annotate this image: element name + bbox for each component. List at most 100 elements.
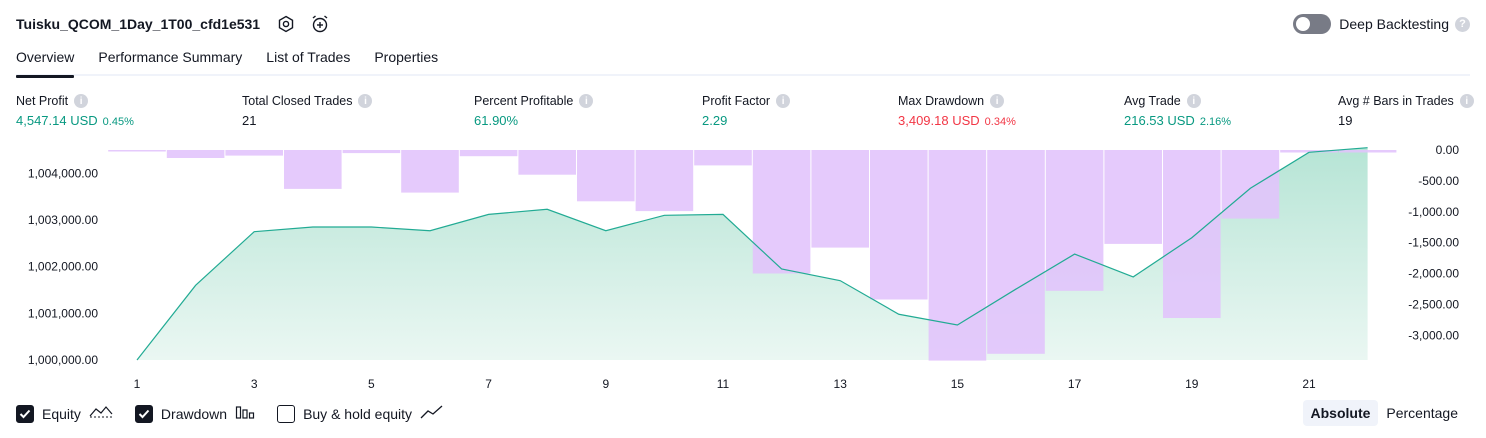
info-icon[interactable]: i <box>358 94 373 108</box>
drawdown-bar <box>694 150 752 166</box>
drawdown-bar <box>635 150 694 212</box>
left-axis-tick-label: 1,004,000.00 <box>28 166 98 180</box>
drawdown-bar <box>1221 150 1280 219</box>
metric-value: 21 <box>242 113 257 128</box>
drawdown-bar <box>1338 150 1397 153</box>
info-icon[interactable]: i <box>990 94 1005 108</box>
drawdown-bar <box>459 150 518 157</box>
info-icon[interactable]: i <box>1459 94 1474 108</box>
left-axis-tick-label: 1,001,000.00 <box>28 306 98 320</box>
metric-label: Percent Profitable <box>474 94 574 108</box>
drawdown-bar <box>870 150 928 300</box>
left-axis-tick-label: 1,003,000.00 <box>28 213 98 227</box>
strategy-header: Tuisku_QCOM_1Day_1T00_cfd1e531 Deep Back… <box>16 12 1470 36</box>
buy-hold-checkbox[interactable] <box>277 405 296 423</box>
tab-properties[interactable]: Properties <box>374 49 439 65</box>
info-icon[interactable]: i <box>579 94 594 108</box>
drawdown-bar <box>284 150 342 189</box>
right-axis-tick-label: -500.00 <box>1418 174 1459 188</box>
metric-net-profit: Net Profit i 4,547.14 USD 0.45% <box>16 94 134 128</box>
question-icon[interactable]: ? <box>1455 16 1470 32</box>
metric-profit-factor: Profit Factor i 2.29 <box>702 94 791 128</box>
gear-icon[interactable] <box>274 12 298 36</box>
info-icon[interactable]: i <box>1186 94 1201 108</box>
x-axis-tick-label: 9 <box>602 377 609 391</box>
equity-checkbox[interactable] <box>16 405 34 423</box>
right-axis-tick-label: 0.00 <box>1436 143 1460 157</box>
metric-label: Avg # Bars in Trades <box>1338 94 1454 108</box>
tab-performance-summary[interactable]: Performance Summary <box>98 49 243 65</box>
metric-percent: 2.16% <box>1199 116 1232 128</box>
metrics-row: Net Profit i 4,547.14 USD 0.45% Total Clos… <box>16 94 1474 134</box>
x-axis: 1 3 5 7 9 11 13 15 17 19 21 <box>134 377 1316 391</box>
absolute-button[interactable]: Absolute <box>1302 400 1379 426</box>
drawdown-bar <box>518 150 576 175</box>
metric-max-drawdown: Max Drawdown i 3,409.18 USD 0.34% <box>898 94 1016 128</box>
metric-value: 4,547.14 USD <box>16 113 98 128</box>
right-axis: 0.00 -500.00 -1,000.00 -1,500.00 -2,000.00 -2… <box>1408 143 1459 342</box>
drawdown-bar <box>1045 150 1104 291</box>
chart-legend: Equity Drawdown Buy & hold equity <box>16 403 466 425</box>
deep-backtesting-label: Deep Backtesting <box>1339 16 1449 32</box>
drawdown-bar <box>225 150 283 156</box>
metric-total-closed-trades: Total Closed Trades i 21 <box>242 94 373 128</box>
legend-drawdown[interactable]: Drawdown <box>134 404 255 425</box>
metric-value: 2.29 <box>702 113 728 128</box>
legend-buy-hold[interactable]: Buy & hold equity <box>277 404 444 425</box>
metric-percent: 0.45% <box>102 116 134 128</box>
equity-label: Equity <box>42 406 81 422</box>
x-axis-tick-label: 5 <box>368 377 375 391</box>
drawdown-bar <box>401 150 459 193</box>
metric-label: Net Profit <box>16 94 69 108</box>
equity-area-layer <box>137 147 1368 360</box>
drawdown-label: Drawdown <box>160 406 228 422</box>
deep-backtesting-toggle[interactable] <box>1293 14 1332 34</box>
drawdown-bar <box>987 150 1045 354</box>
alarm-clock-plus-icon[interactable] <box>308 12 332 36</box>
x-axis-tick-label: 1 <box>134 377 141 391</box>
drawdown-bar <box>342 150 401 154</box>
right-axis-tick-label: -1,500.00 <box>1408 236 1459 250</box>
x-axis-tick-label: 21 <box>1302 377 1316 391</box>
drawdown-bar <box>928 150 987 361</box>
drawdown-bar <box>577 150 635 202</box>
percentage-button[interactable]: Percentage <box>1386 405 1458 421</box>
tab-overview[interactable]: Overview <box>16 44 75 78</box>
strategy-title: Tuisku_QCOM_1Day_1T00_cfd1e531 <box>16 16 261 32</box>
trend-line-icon <box>420 404 444 425</box>
x-axis-tick-label: 13 <box>834 377 848 391</box>
metric-avg-trade: Avg Trade i 216.53 USD 2.16% <box>1124 94 1231 128</box>
equity-line-layer <box>136 147 1368 361</box>
right-axis-tick-label: -2,500.00 <box>1408 297 1459 311</box>
drawdown-bar <box>1163 150 1221 318</box>
bar-chart-icon <box>235 404 255 425</box>
info-icon[interactable]: i <box>776 94 791 108</box>
drawdown-bar <box>1280 150 1338 153</box>
x-axis-tick-label: 3 <box>251 377 258 391</box>
tab-list-of-trades[interactable]: List of Trades <box>266 49 351 65</box>
value-mode-toggle: Absolute Percentage <box>1302 400 1467 426</box>
x-axis-tick-label: 17 <box>1068 377 1082 391</box>
deep-backtesting: Deep Backtesting ? <box>1293 12 1470 36</box>
right-axis-tick-label: -3,000.00 <box>1408 328 1459 342</box>
metric-value: 216.53 USD <box>1124 113 1195 128</box>
x-axis-tick-label: 11 <box>717 377 730 391</box>
equity-area <box>137 147 1368 360</box>
info-icon[interactable]: i <box>74 94 89 108</box>
tab-bar: Overview Performance Summary List of Tra… <box>16 44 1470 78</box>
x-axis-tick-label: 15 <box>951 377 965 391</box>
drawdown-bar <box>811 150 869 248</box>
metric-label: Profit Factor <box>702 94 771 108</box>
left-axis-tick-label: 1,000,000.00 <box>28 353 98 367</box>
metric-value: 61.90% <box>474 113 519 128</box>
equity-drawdown-chart: 1,004,000.00 1,003,000.00 1,002,000.00 1,00… <box>28 143 1459 391</box>
right-axis-tick-label: -1,000.00 <box>1408 205 1459 219</box>
drawdown-bars-layer <box>108 150 1397 361</box>
right-axis-tick-label: -2,000.00 <box>1408 267 1459 281</box>
metric-label: Avg Trade <box>1124 94 1181 108</box>
buy-hold-label: Buy & hold equity <box>303 406 413 422</box>
metric-percent: 0.34% <box>984 116 1016 128</box>
drawdown-checkbox[interactable] <box>134 405 153 423</box>
x-axis-tick-label: 19 <box>1185 377 1199 391</box>
legend-equity[interactable]: Equity <box>16 404 113 425</box>
